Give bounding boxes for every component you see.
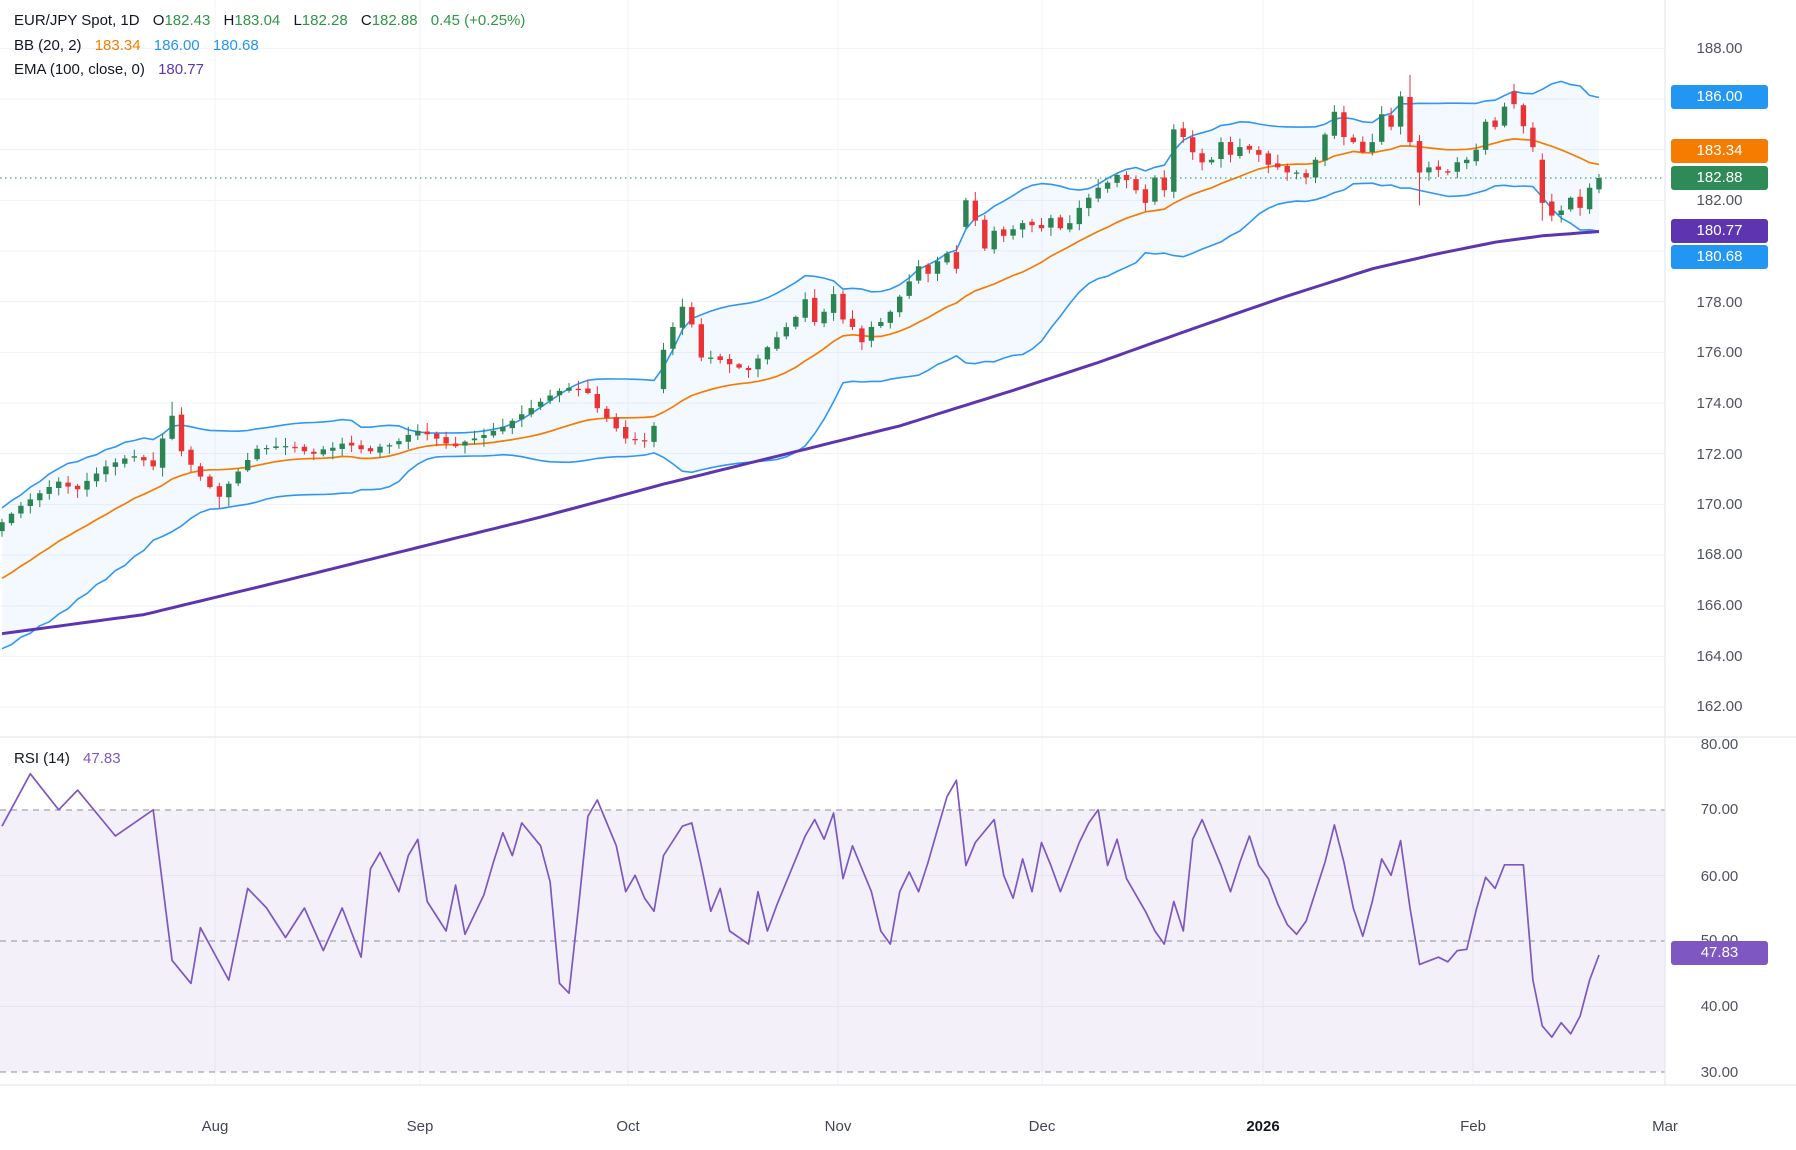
price-axis-label: 178.00 [1696,294,1743,311]
time-axis-label: 2026 [1246,1118,1280,1135]
price-axis-label: 168.00 [1696,546,1743,563]
ohlc-low: L182.28 [293,12,348,29]
main-legend-row-symbol[interactable]: EUR/JPY Spot, 1D O182.43 H183.04 L182.28… [14,12,534,29]
rsi-label: RSI (14) [14,750,70,767]
time-axis-label: Dec [1028,1118,1056,1135]
price-axis-label: 174.00 [1696,395,1743,412]
time-axis-label: Oct [616,1118,640,1135]
ema-legend-row[interactable]: EMA (100, close, 0) 180.77 [14,61,213,78]
price-axis-label: 176.00 [1696,344,1743,361]
symbol-title: EUR/JPY Spot, 1D [14,12,140,29]
ema-value: 180.77 [158,61,204,78]
price-axis-badge: 186.00 [1671,85,1768,109]
time-axis-label: Nov [824,1118,852,1135]
price-axis-label: 172.00 [1696,446,1743,463]
rsi-axis-label: 70.00 [1700,801,1739,818]
ema-label: EMA (100, close, 0) [14,61,145,78]
bb-upper-value: 186.00 [153,37,200,54]
rsi-axis-label: 30.00 [1700,1064,1739,1081]
rsi-value: 47.83 [83,750,121,767]
time-axis-label: Mar [1652,1118,1678,1135]
price-axis-label: 164.00 [1696,648,1743,665]
bb-basis-value: 183.34 [94,37,141,54]
rsi-legend-row[interactable]: RSI (14) 47.83 [14,750,130,767]
price-axis-badge: 180.77 [1671,219,1768,243]
price-axis-badge: 182.88 [1671,166,1768,190]
time-axis-label: Feb [1460,1118,1486,1135]
price-axis-label: 170.00 [1696,496,1743,513]
bb-label: BB (20, 2) [14,37,82,54]
price-axis-badge: 180.68 [1671,245,1768,269]
price-axis-badge: 183.34 [1671,139,1768,163]
price-axis-label: 162.00 [1696,698,1743,715]
time-scale-drag-area[interactable] [0,1085,1796,1150]
change-value: 0.45 (+0.25%) [430,12,526,29]
bb-lower-value: 180.68 [212,37,259,54]
bb-legend-row[interactable]: BB (20, 2) 183.34 186.00 180.68 [14,37,268,54]
ohlc-close: C182.88 [360,12,418,29]
rsi-axis-label: 40.00 [1700,998,1739,1015]
rsi-axis-label: 60.00 [1700,868,1739,885]
price-axis-label: 182.00 [1696,192,1743,209]
time-axis-label: Aug [201,1118,229,1135]
price-axis-label: 166.00 [1696,597,1743,614]
time-axis-label: Sep [406,1118,434,1135]
price-axis-label: 188.00 [1696,40,1743,57]
ohlc-open: O182.43 [152,12,211,29]
rsi-axis-label: 80.00 [1700,736,1739,753]
rsi-axis-badge: 47.83 [1671,941,1768,965]
ohlc-high: H183.04 [223,12,281,29]
